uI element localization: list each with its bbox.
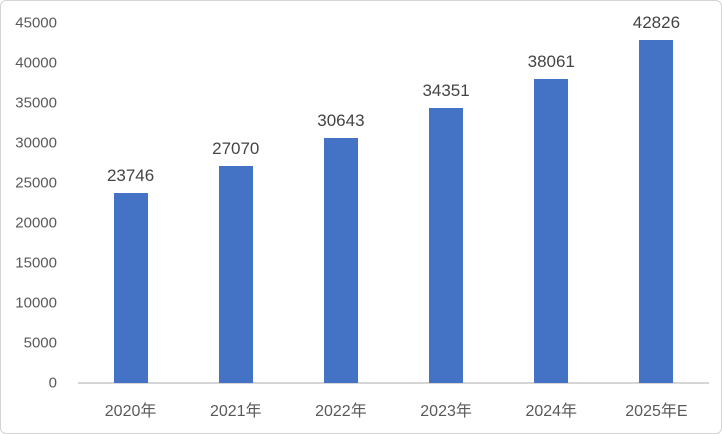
bar-value-label: 23746	[106, 166, 155, 186]
y-axis-tick-label: 20000	[15, 214, 57, 232]
x-axis-category-label: 2020年	[104, 403, 157, 420]
x-axis-category-label: 2025年E	[625, 403, 688, 420]
y-axis-tick-label: 35000	[15, 94, 57, 112]
bar-2022年	[323, 137, 358, 383]
x-axis-category-label: 2021年	[209, 403, 262, 420]
bar-2023年	[429, 108, 464, 383]
bar-value-label: 38061	[527, 51, 575, 71]
bar-value-label: 27070	[212, 139, 260, 159]
y-axis-tick-label: 40000	[15, 54, 57, 72]
y-axis-tick-label: 5000	[23, 334, 57, 352]
bar-2020年	[113, 193, 148, 383]
y-axis-tick-label: 30000	[15, 134, 57, 152]
y-axis-tick-label: 0	[48, 374, 57, 392]
x-axis-category-label: 2022年	[315, 403, 367, 420]
y-axis-tick-label: 15000	[15, 254, 57, 272]
bar-value-label: 42826	[632, 13, 681, 33]
y-axis-tick-label: 45000	[15, 14, 57, 32]
x-axis-line	[78, 382, 709, 384]
bar-2025年E	[639, 40, 674, 383]
y-axis-tick-label: 25000	[15, 174, 57, 192]
bar-value-label: 34351	[422, 81, 470, 101]
x-axis-category-label: 2024年	[525, 403, 578, 420]
y-axis-tick-label: 10000	[15, 294, 57, 312]
bar-value-label: 30643	[317, 110, 365, 130]
bar-2021年	[218, 166, 253, 383]
x-axis-category-label: 2023年	[420, 403, 472, 420]
bar-2024年	[534, 78, 569, 383]
